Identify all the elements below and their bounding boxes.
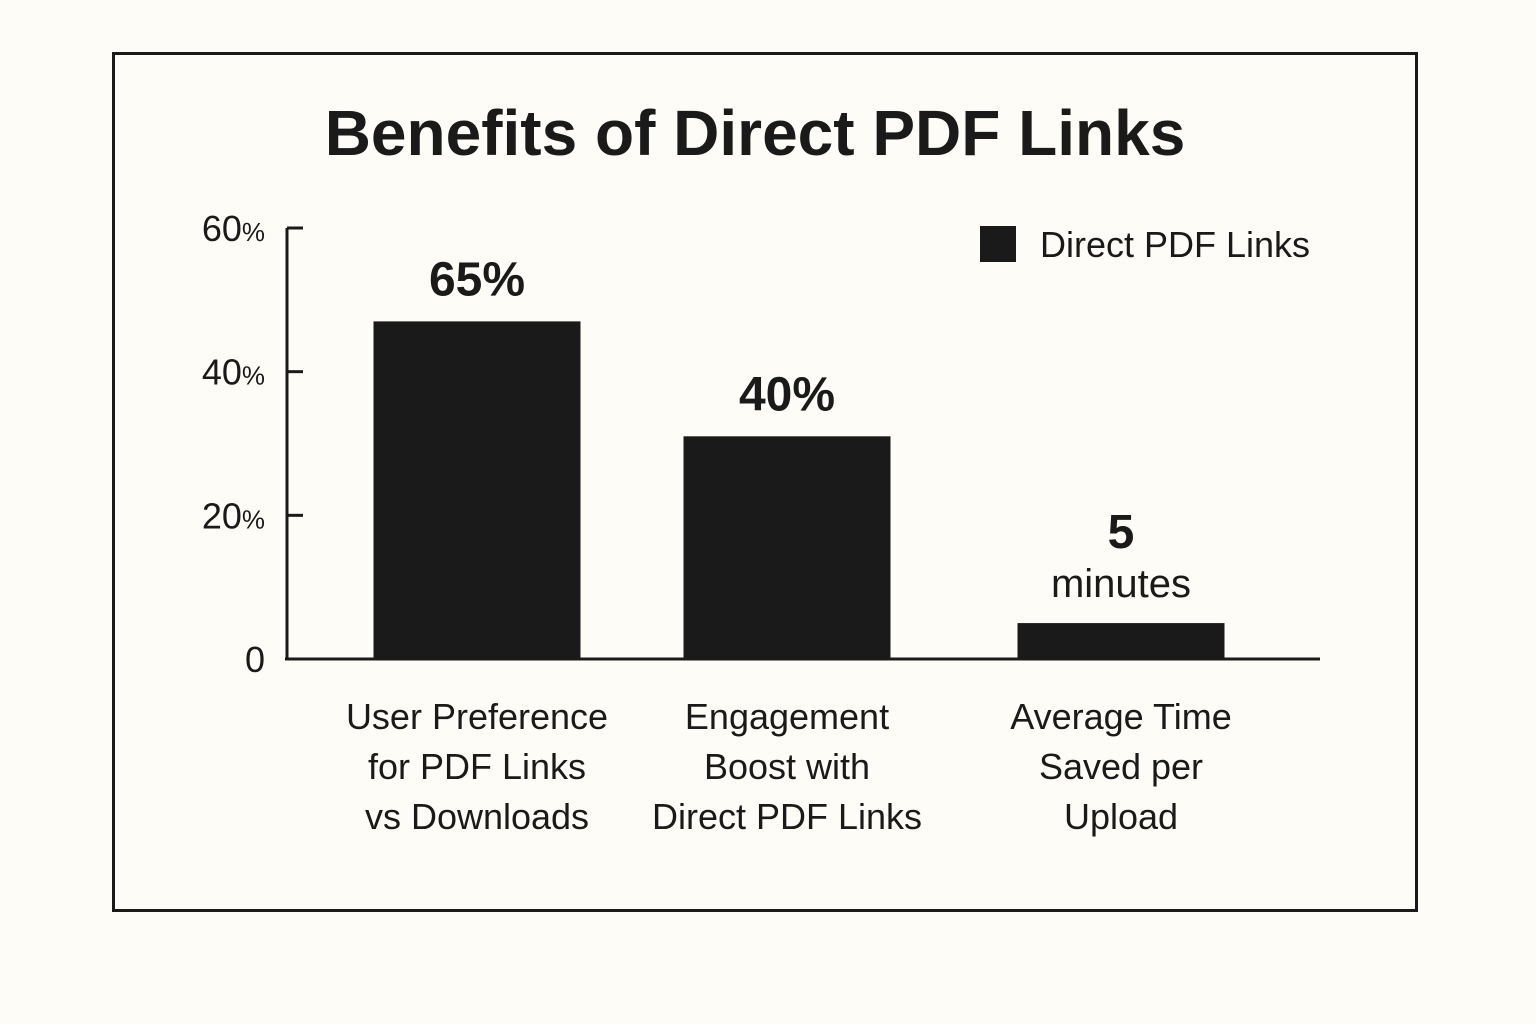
y-tick-label: 20% [202,495,265,536]
bar [683,436,891,659]
legend-label: Direct PDF Links [1040,224,1310,265]
y-tick-label: 0 [245,639,265,680]
x-tick-label: vs Downloads [365,796,589,837]
data-label-unit: minutes [1051,562,1191,606]
data-label: 40% [739,368,835,421]
x-tick-label: for PDF Links [368,746,586,787]
y-tick-label: 40% [202,352,265,393]
legend-swatch [980,226,1016,262]
x-tick-label: Direct PDF Links [652,796,922,837]
chart-title: Benefits of Direct PDF Links [325,97,1186,169]
bars [373,321,1225,659]
bar [373,321,581,659]
x-tick-label: User Preference [346,696,608,737]
x-tick-label: Saved per [1039,746,1203,787]
data-label: 65% [429,253,525,306]
bar [1017,623,1225,659]
data-label: 5 [1108,506,1135,559]
x-tick-label: Boost with [704,746,870,787]
y-tick-label: 60% [202,208,265,249]
category-labels: User Preference for PDF Links vs Downloads… [346,696,1232,837]
x-tick-label: Average Time [1010,696,1231,737]
x-tick-label: Upload [1064,796,1178,837]
legend: Direct PDF Links [980,224,1310,265]
y-ticks: 0 20% 40% 60% [202,208,303,680]
x-tick-label: Engagement [685,696,889,737]
